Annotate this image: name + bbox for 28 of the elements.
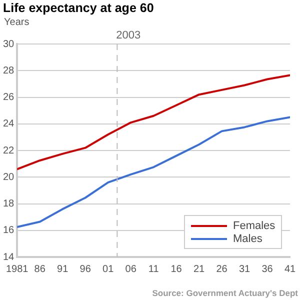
ref-line-label: 2003 — [116, 30, 141, 42]
y-tick-label: 16 — [3, 225, 15, 236]
y-tick-label: 18 — [3, 198, 15, 210]
x-tick-label: 31 — [238, 264, 251, 275]
x-tick-label: 21 — [193, 264, 206, 275]
x-tick-label: 36 — [262, 264, 274, 275]
y-tick-label: 30 — [3, 38, 15, 50]
x-tick-label: 91 — [57, 264, 69, 275]
x-tick-label: 16 — [170, 264, 182, 275]
legend-label: Females — [233, 220, 276, 232]
x-tick-label: 26 — [216, 264, 228, 275]
y-tick-label: 20 — [3, 172, 15, 183]
x-tick-label: 96 — [80, 264, 92, 275]
x-tick-label: 01 — [102, 264, 114, 275]
chart-title: Life expectancy at age 60 — [3, 1, 154, 15]
y-tick-label: 22 — [3, 145, 15, 156]
y-tick-label: 14 — [3, 252, 15, 263]
y-tick-label: 26 — [3, 92, 15, 103]
x-tick-label: 41 — [284, 264, 296, 275]
y-tick-label: 28 — [3, 65, 15, 76]
y-tick-label: 24 — [3, 118, 15, 130]
source-note: Source: Government Actuary's Dept — [152, 288, 298, 298]
x-tick-label: 06 — [125, 264, 137, 275]
x-tick-label: 11 — [148, 264, 160, 275]
x-tick-label: 86 — [34, 264, 46, 275]
x-tick-label: 1981 — [6, 264, 29, 275]
y-axis-title: Years — [4, 16, 30, 28]
legend-label: Males — [233, 232, 262, 244]
